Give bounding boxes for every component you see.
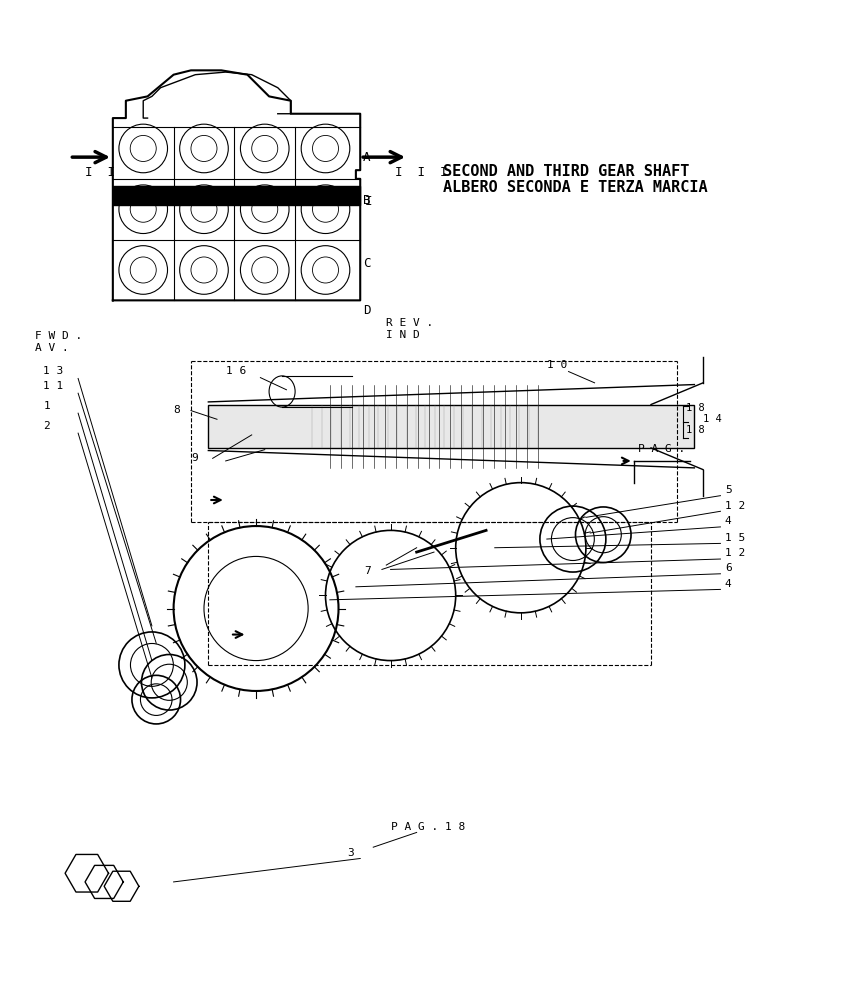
Text: 1 8: 1 8 bbox=[686, 425, 705, 435]
Text: 1: 1 bbox=[43, 401, 50, 411]
Text: ALBERO SECONDA E TERZA MARCIA: ALBERO SECONDA E TERZA MARCIA bbox=[443, 180, 707, 195]
Text: 4: 4 bbox=[725, 579, 732, 589]
Text: 4: 4 bbox=[725, 516, 732, 526]
Text: I  I: I I bbox=[85, 166, 115, 179]
Text: C: C bbox=[363, 257, 371, 270]
Text: 1 4: 1 4 bbox=[703, 414, 722, 424]
Bar bbox=[208, 405, 694, 448]
Bar bbox=[113, 186, 360, 205]
Text: 1 0: 1 0 bbox=[547, 360, 567, 370]
Text: 5: 5 bbox=[725, 485, 732, 495]
Text: 1 1: 1 1 bbox=[43, 381, 63, 391]
Text: 8: 8 bbox=[174, 405, 181, 415]
Text: 9: 9 bbox=[191, 453, 198, 463]
Text: 6: 6 bbox=[725, 563, 732, 573]
Text: 1 5: 1 5 bbox=[725, 533, 745, 543]
Text: I  I  I: I I I bbox=[395, 166, 447, 179]
Text: D: D bbox=[363, 304, 371, 317]
Text: 2: 2 bbox=[43, 421, 50, 431]
Text: B: B bbox=[363, 194, 371, 207]
Text: P A G . 1 8: P A G . 1 8 bbox=[391, 822, 465, 832]
Text: A: A bbox=[363, 151, 371, 164]
Text: I: I bbox=[365, 195, 372, 208]
Text: F W D .: F W D . bbox=[35, 331, 82, 341]
Text: 1 8: 1 8 bbox=[686, 403, 705, 413]
Text: 7: 7 bbox=[365, 566, 372, 576]
Text: 1 2: 1 2 bbox=[725, 548, 745, 558]
Text: 3: 3 bbox=[347, 848, 354, 858]
Text: 1 3: 1 3 bbox=[43, 366, 63, 376]
Text: R E V .: R E V . bbox=[386, 318, 433, 328]
Text: 1 2: 1 2 bbox=[725, 501, 745, 511]
Text: A V .: A V . bbox=[35, 343, 69, 353]
Text: SECOND AND THIRD GEAR SHAFT: SECOND AND THIRD GEAR SHAFT bbox=[443, 164, 689, 179]
Text: I N D: I N D bbox=[386, 330, 420, 340]
Text: P A G .: P A G . bbox=[638, 444, 685, 454]
Text: 1 6: 1 6 bbox=[226, 366, 246, 376]
